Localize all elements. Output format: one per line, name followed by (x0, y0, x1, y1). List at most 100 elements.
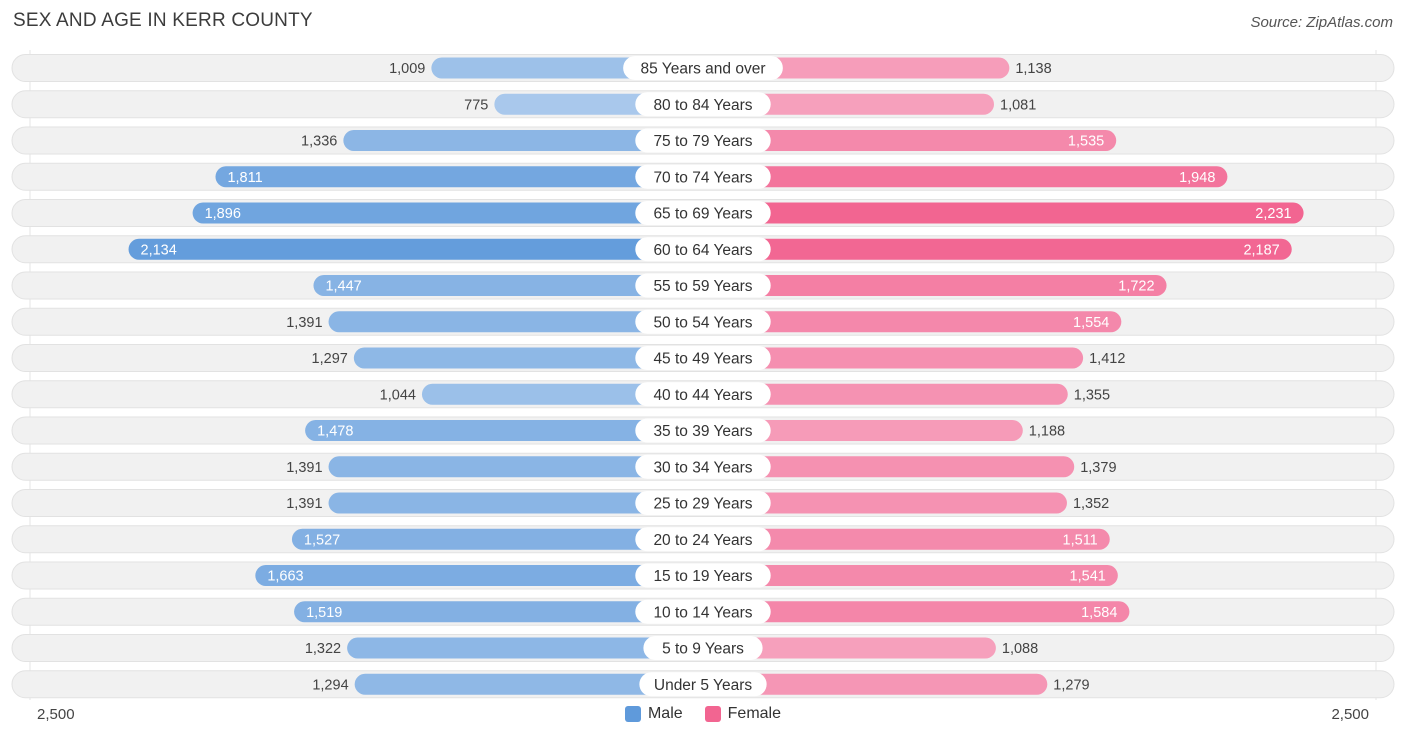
bar-male (343, 130, 714, 151)
bar-male (354, 673, 714, 695)
bar-female (692, 383, 1068, 405)
category-label: 85 Years and over (641, 61, 766, 78)
bar-male (347, 637, 714, 659)
bar-male (313, 275, 714, 296)
category-label: 35 to 39 Years (653, 423, 752, 440)
bar-male (192, 202, 714, 224)
data-label-female: 1,279 (1053, 677, 1089, 693)
bar-male (353, 347, 714, 369)
category-pill (635, 527, 771, 552)
bar-female (692, 238, 1292, 260)
category-label: 25 to 29 Years (653, 496, 752, 513)
data-label-male: 1,391 (286, 496, 322, 512)
bar-male (294, 601, 714, 623)
data-label-female: 2,231 (1255, 206, 1291, 222)
category-pill (635, 382, 771, 407)
category-pill (623, 56, 783, 80)
legend-item-female[interactable]: Female (704, 705, 782, 723)
category-label: 45 to 49 Years (653, 351, 752, 368)
category-pill (635, 346, 771, 370)
data-label-male: 775 (464, 97, 488, 113)
category-pill (635, 128, 771, 153)
data-label-female: 1,081 (1000, 97, 1036, 113)
category-pill (635, 237, 771, 262)
population-pyramid-chart: 1,009 1,138 85 Years and over 775 1,081 80 to… (11, 50, 1395, 700)
bar-female (692, 420, 1023, 441)
category-label: 5 to 9 Years (662, 641, 744, 658)
data-label-male: 1,044 (380, 387, 416, 403)
category-pill (635, 599, 771, 624)
data-label-female: 1,722 (1118, 279, 1154, 295)
legend-swatch-male (624, 706, 641, 722)
data-label-female: 1,352 (1073, 496, 1109, 512)
bar-male (128, 238, 714, 260)
legend-label-female: Female (727, 705, 782, 722)
bar-female (692, 347, 1084, 369)
data-label-male: 1,447 (325, 279, 361, 295)
data-label-male: 1,322 (305, 641, 341, 657)
category-label: 50 to 54 Years (653, 314, 752, 331)
data-label-female: 1,355 (1074, 387, 1110, 403)
data-label-male: 1,294 (312, 677, 348, 693)
axis-label-right: 2,500 (1331, 706, 1369, 723)
data-label-male: 1,811 (227, 170, 262, 186)
data-label-male: 1,336 (301, 134, 337, 150)
category-pill (635, 418, 771, 443)
bar-female (692, 275, 1167, 296)
legend-swatch-female (704, 706, 721, 722)
bar-female (692, 673, 1048, 695)
bar-male (305, 420, 714, 441)
legend-item-male[interactable]: Male (624, 705, 683, 723)
category-pill (635, 164, 771, 189)
data-label-female: 1,535 (1068, 134, 1104, 150)
data-label-female: 2,187 (1243, 242, 1279, 258)
category-label: 60 to 64 Years (653, 242, 752, 259)
category-pill (635, 92, 771, 117)
category-pill (635, 491, 771, 515)
category-pill (635, 273, 771, 298)
data-label-female: 1,088 (1002, 641, 1038, 657)
data-label-male: 1,391 (286, 460, 322, 476)
data-label-male: 1,663 (267, 569, 303, 585)
data-label-male: 1,478 (317, 424, 353, 440)
category-label: 30 to 34 Years (653, 459, 752, 476)
bar-female (692, 492, 1067, 514)
data-label-male: 1,519 (306, 605, 342, 621)
data-label-female: 1,948 (1179, 170, 1215, 186)
category-label: 80 to 84 Years (653, 97, 752, 114)
axis-label-left: 2,500 (37, 706, 75, 723)
bar-male (328, 492, 714, 514)
data-label-male: 1,009 (389, 61, 425, 77)
bar-male (255, 565, 714, 586)
category-pill (635, 563, 771, 588)
data-label-female: 1,138 (1015, 61, 1051, 77)
category-label: 40 to 44 Years (653, 387, 752, 404)
bar-female (692, 130, 1117, 151)
data-label-male: 1,297 (312, 351, 348, 367)
bar-male (215, 166, 714, 188)
data-label-female: 1,379 (1080, 460, 1116, 476)
data-label-female: 1,584 (1081, 605, 1117, 621)
category-label: 20 to 24 Years (653, 532, 752, 549)
legend-label-male: Male (647, 705, 683, 722)
category-label: 70 to 74 Years (653, 169, 752, 186)
bar-male (328, 311, 714, 333)
data-label-female: 1,511 (1063, 532, 1098, 548)
category-label: 15 to 19 Years (653, 568, 752, 585)
source-credit: Source: ZipAtlas.com (1250, 14, 1393, 31)
bar-female (692, 637, 996, 659)
category-label: 65 to 69 Years (653, 206, 752, 223)
category-pill (635, 201, 771, 225)
category-pill (643, 636, 763, 660)
bar-female (692, 311, 1122, 333)
bar-female (692, 202, 1304, 224)
data-label-male: 1,391 (286, 315, 322, 331)
data-label-male: 1,896 (205, 206, 241, 222)
category-pill (635, 309, 771, 334)
chart-title: SEX AND AGE IN KERR COUNTY (13, 10, 313, 31)
category-pill (639, 672, 767, 697)
bar-male (328, 456, 714, 478)
category-label: 55 to 59 Years (653, 278, 752, 295)
category-pill (635, 454, 771, 479)
category-label: Under 5 Years (654, 677, 752, 694)
